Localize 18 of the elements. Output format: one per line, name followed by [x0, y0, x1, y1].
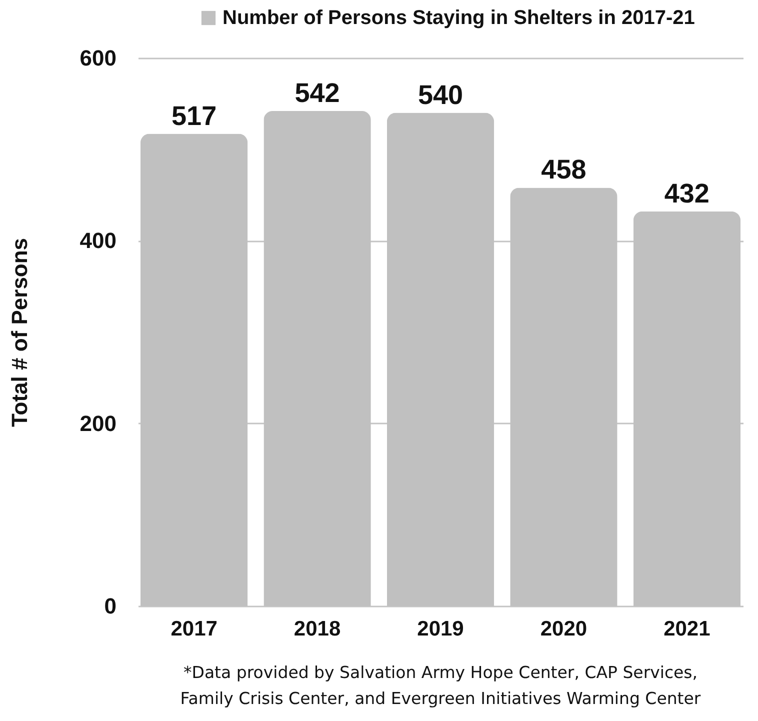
text: *Data provided by Salvation Army Hope Center, CAP Services,: [183, 663, 698, 682]
text: Family Crisis Center, and Evergreen Initiatives Warming Center: [180, 689, 701, 708]
x-tick-label: 2018: [294, 618, 341, 640]
x-tick-label: 2020: [540, 618, 588, 640]
legend-label: Number of Persons Staying in Shelters in 2017-21: [222, 7, 695, 29]
data-label: 540: [418, 80, 464, 110]
x-tick-label: 2021: [664, 618, 711, 640]
x-tick-label: 2017: [170, 618, 218, 640]
y-axis-title: Total # of Persons: [6, 238, 32, 428]
data-label: 517: [172, 100, 217, 131]
y-tick-label: 200: [80, 410, 116, 436]
y-tick-label: 600: [80, 46, 116, 70]
y-tick-label: 400: [80, 228, 116, 254]
data-label: 542: [294, 78, 340, 108]
data-label: 458: [541, 154, 586, 185]
x-tick-label: 2019: [417, 618, 464, 640]
y-tick-label: 0: [104, 594, 116, 618]
data-label: 432: [664, 178, 710, 208]
